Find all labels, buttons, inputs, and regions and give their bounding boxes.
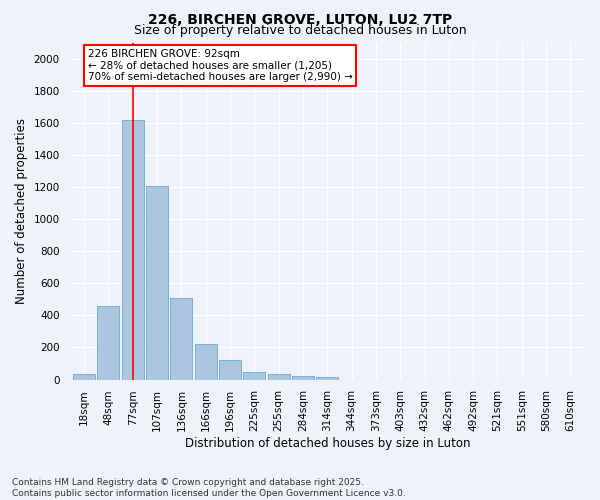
Y-axis label: Number of detached properties: Number of detached properties bbox=[15, 118, 28, 304]
Bar bbox=[170, 298, 193, 380]
Bar bbox=[122, 120, 143, 380]
Bar bbox=[219, 360, 241, 380]
Bar bbox=[73, 374, 95, 380]
Text: 226 BIRCHEN GROVE: 92sqm
← 28% of detached houses are smaller (1,205)
70% of sem: 226 BIRCHEN GROVE: 92sqm ← 28% of detach… bbox=[88, 49, 353, 82]
Bar bbox=[97, 306, 119, 380]
Text: Size of property relative to detached houses in Luton: Size of property relative to detached ho… bbox=[134, 24, 466, 37]
Text: 226, BIRCHEN GROVE, LUTON, LU2 7TP: 226, BIRCHEN GROVE, LUTON, LU2 7TP bbox=[148, 12, 452, 26]
Text: Contains HM Land Registry data © Crown copyright and database right 2025.
Contai: Contains HM Land Registry data © Crown c… bbox=[12, 478, 406, 498]
Bar bbox=[244, 372, 265, 380]
Bar bbox=[292, 376, 314, 380]
Bar bbox=[268, 374, 290, 380]
X-axis label: Distribution of detached houses by size in Luton: Distribution of detached houses by size … bbox=[185, 437, 470, 450]
Bar bbox=[316, 377, 338, 380]
Bar bbox=[195, 344, 217, 380]
Bar bbox=[146, 186, 168, 380]
